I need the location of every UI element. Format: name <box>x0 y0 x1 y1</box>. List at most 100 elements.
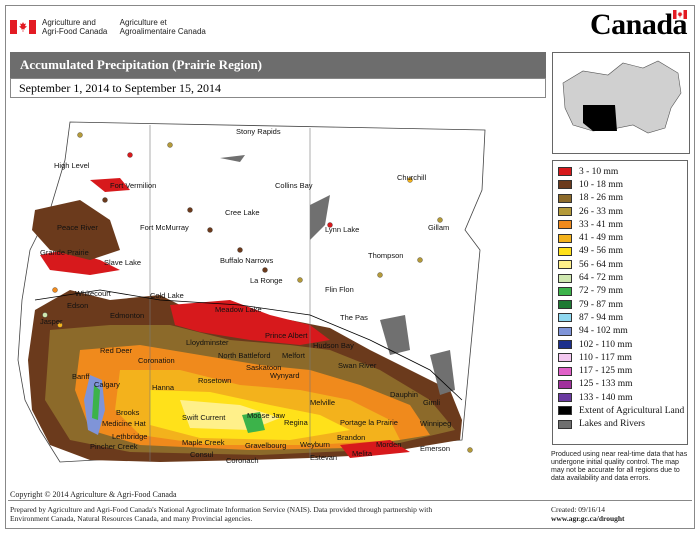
government-signature: Agriculture and Agri-Food Canada Agricul… <box>10 18 216 36</box>
place-name: Swan River <box>338 361 377 370</box>
place-name: Peace River <box>57 223 98 232</box>
legend-item: 94 - 102 mm <box>558 325 687 338</box>
place-name: Weyburn <box>300 440 330 449</box>
place-name: Churchill <box>397 173 427 182</box>
legend-item: 3 - 10 mm <box>558 165 687 178</box>
place-name: Hanna <box>152 383 175 392</box>
place-name: Gillam <box>428 223 449 232</box>
place-name: Brandon <box>337 433 365 442</box>
place-name: Winnipeg <box>420 419 451 428</box>
legend-swatch <box>558 313 572 323</box>
canada-wordmark: Canada <box>590 8 688 41</box>
place-name: Pincher Creek <box>90 442 138 451</box>
page-frame <box>5 5 695 529</box>
place-name: Jasper <box>40 317 63 326</box>
legend-item: 133 - 140 mm <box>558 391 687 404</box>
place-name: Thompson <box>368 251 403 260</box>
place-name: Buffalo Narrows <box>220 256 273 265</box>
place-name: Gimli <box>423 398 440 407</box>
place-name: Banff <box>72 372 90 381</box>
place-name: Morden <box>376 440 401 449</box>
legend-swatch <box>558 340 572 349</box>
place-name: Prince Albert <box>265 331 308 340</box>
legend-swatch <box>558 379 572 389</box>
legend-item: Lakes and Rivers <box>558 418 687 431</box>
legend-item: 110 - 117 mm <box>558 351 687 364</box>
place-name: Fort Vermilion <box>110 181 156 190</box>
place-name: Grande Prairie <box>40 248 89 257</box>
legend-item: 125 - 133 mm <box>558 378 687 391</box>
place-name: Fort McMurray <box>140 223 189 232</box>
place-name: Whitecourt <box>75 289 112 298</box>
data-disclaimer: Produced using near real-time data that … <box>551 451 688 482</box>
place-name: Melville <box>310 398 335 407</box>
legend-swatch <box>558 393 572 403</box>
legend-swatch <box>558 366 572 376</box>
legend-item: 117 - 125 mm <box>558 364 687 377</box>
legend-item: 49 - 56 mm <box>558 245 687 258</box>
legend-item: 72 - 79 mm <box>558 285 687 298</box>
legend-item: 41 - 49 mm <box>558 231 687 244</box>
legend-swatch <box>558 220 572 230</box>
source-url[interactable]: www.agr.gc.ca/drought <box>551 514 625 523</box>
place-name: Edmonton <box>110 311 144 320</box>
legend-swatch <box>558 406 572 416</box>
legend-item: 26 - 33 mm <box>558 205 687 218</box>
created-info: Created: 09/16/14 www.agr.gc.ca/drought <box>551 505 625 523</box>
place-name: Slave Lake <box>104 258 141 267</box>
place-name: Melita <box>352 449 373 458</box>
place-name: Portage la Prairie <box>340 418 398 427</box>
legend-swatch <box>558 193 572 203</box>
legend-swatch <box>558 326 572 336</box>
legend-swatch <box>558 353 572 363</box>
place-name: Lethbridge <box>112 432 147 441</box>
legend-item: 10 - 18 mm <box>558 178 687 191</box>
place-name: Swift Current <box>182 413 226 422</box>
place-name: Lloydminster <box>186 338 229 347</box>
place-name: Stony Rapids <box>236 127 281 136</box>
place-name: Coronation <box>138 356 175 365</box>
date-range: September 1, 2014 to September 15, 2014 <box>10 78 546 98</box>
legend-item: 102 - 110 mm <box>558 338 687 351</box>
place-name: North Battleford <box>218 351 271 360</box>
place-name: Cree Lake <box>225 208 260 217</box>
copyright-notice: Copyright © 2014 Agriculture & Agri-Food… <box>10 490 177 499</box>
legend-swatch <box>558 233 572 243</box>
place-name: Red Deer <box>100 346 133 355</box>
wordmark-flag-icon <box>673 10 687 19</box>
place-name: Calgary <box>94 380 120 389</box>
legend-item: 64 - 72 mm <box>558 271 687 284</box>
place-name: Meadow Lake <box>215 305 262 314</box>
created-date: Created: 09/16/14 <box>551 505 605 514</box>
legend-swatch <box>558 286 572 296</box>
place-name: Cold Lake <box>150 291 184 300</box>
canada-flag-icon <box>10 20 36 34</box>
place-name: Consul <box>190 450 214 459</box>
footer-divider <box>8 500 692 501</box>
place-name: Brooks <box>116 408 140 417</box>
place-name: High Level <box>54 161 90 170</box>
place-name: Flin Flon <box>325 285 354 294</box>
agency-name-french: Agriculture et Agroalimentaire Canada <box>119 18 206 36</box>
agency-name-english: Agriculture and Agri-Food Canada <box>42 18 108 36</box>
legend-item: 18 - 26 mm <box>558 192 687 205</box>
legend-swatch <box>558 260 572 270</box>
place-name: Wynyard <box>270 371 300 380</box>
precipitation-map: Stony Rapids High Level Fort Vermilion C… <box>17 121 486 465</box>
legend-item: 33 - 41 mm <box>558 218 687 231</box>
place-name: Lynn Lake <box>325 225 359 234</box>
place-name: Coronach <box>226 456 259 465</box>
place-name: Saskatoon <box>246 363 281 372</box>
place-name: Medicine Hat <box>102 419 147 428</box>
legend-swatch <box>558 180 572 190</box>
legend-item: 87 - 94 mm <box>558 311 687 324</box>
legend-item: Extent of Agricultural Land <box>558 404 687 417</box>
legend-item: 79 - 87 mm <box>558 298 687 311</box>
place-names: Stony Rapids High Level Fort Vermilion C… <box>40 127 451 465</box>
place-name: Estevan <box>310 453 337 462</box>
map-title: Accumulated Precipitation (Prairie Regio… <box>10 52 546 78</box>
place-name: La Ronge <box>250 276 283 285</box>
place-name: Emerson <box>420 444 450 453</box>
place-name: Melfort <box>282 351 306 360</box>
place-name: Regina <box>284 418 309 427</box>
